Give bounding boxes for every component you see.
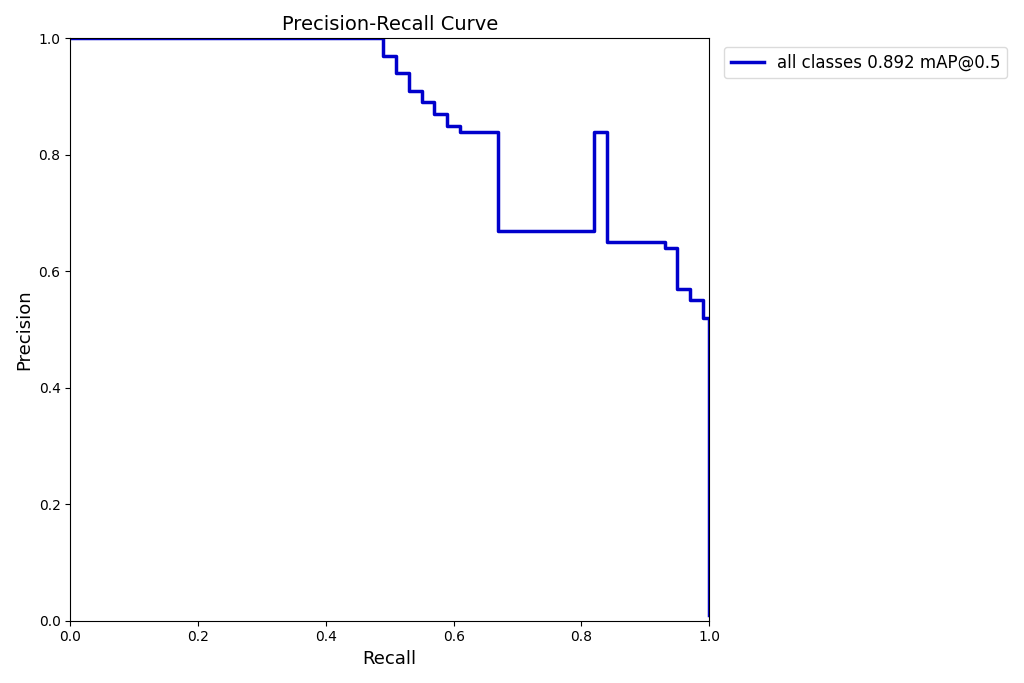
all classes 0.892 mAP@0.5 — [454, 122, 466, 130]
all classes 0.892 mAP@0.5 — [377, 52, 389, 60]
all classes 0.892 mAP@0.5 — [703, 313, 716, 322]
all classes 0.892 mAP@0.5 — [467, 128, 479, 136]
all classes 0.892 mAP@0.5 — [428, 98, 440, 107]
Y-axis label: Precision: Precision — [15, 289, 33, 370]
all classes 0.892 mAP@0.5 — [441, 110, 454, 118]
all classes 0.892 mAP@0.5 — [588, 227, 600, 235]
all classes 0.892 mAP@0.5 — [671, 244, 683, 252]
all classes 0.892 mAP@0.5 — [65, 34, 77, 42]
all classes 0.892 mAP@0.5 — [416, 98, 428, 107]
all classes 0.892 mAP@0.5 — [441, 122, 454, 130]
X-axis label: Recall: Recall — [362, 650, 417, 668]
all classes 0.892 mAP@0.5 — [402, 69, 415, 77]
all classes 0.892 mAP@0.5 — [390, 69, 402, 77]
all classes 0.892 mAP@0.5 — [671, 285, 683, 293]
all classes 0.892 mAP@0.5 — [493, 128, 505, 136]
all classes 0.892 mAP@0.5 — [493, 227, 505, 235]
all classes 0.892 mAP@0.5 — [696, 313, 709, 322]
Line: all classes 0.892 mAP@0.5: all classes 0.892 mAP@0.5 — [71, 38, 710, 615]
all classes 0.892 mAP@0.5 — [467, 128, 479, 136]
Legend: all classes 0.892 mAP@0.5: all classes 0.892 mAP@0.5 — [724, 46, 1008, 78]
Title: Precision-Recall Curve: Precision-Recall Curve — [282, 15, 498, 34]
all classes 0.892 mAP@0.5 — [684, 296, 696, 305]
all classes 0.892 mAP@0.5 — [601, 238, 613, 247]
all classes 0.892 mAP@0.5 — [703, 611, 716, 619]
all classes 0.892 mAP@0.5 — [428, 110, 440, 118]
all classes 0.892 mAP@0.5 — [684, 285, 696, 293]
all classes 0.892 mAP@0.5 — [416, 87, 428, 95]
all classes 0.892 mAP@0.5 — [402, 87, 415, 95]
all classes 0.892 mAP@0.5 — [658, 238, 671, 247]
all classes 0.892 mAP@0.5 — [658, 244, 671, 252]
all classes 0.892 mAP@0.5 — [601, 128, 613, 136]
all classes 0.892 mAP@0.5 — [454, 128, 466, 136]
all classes 0.892 mAP@0.5 — [588, 128, 600, 136]
all classes 0.892 mAP@0.5 — [377, 34, 389, 42]
all classes 0.892 mAP@0.5 — [696, 296, 709, 305]
all classes 0.892 mAP@0.5 — [390, 52, 402, 60]
